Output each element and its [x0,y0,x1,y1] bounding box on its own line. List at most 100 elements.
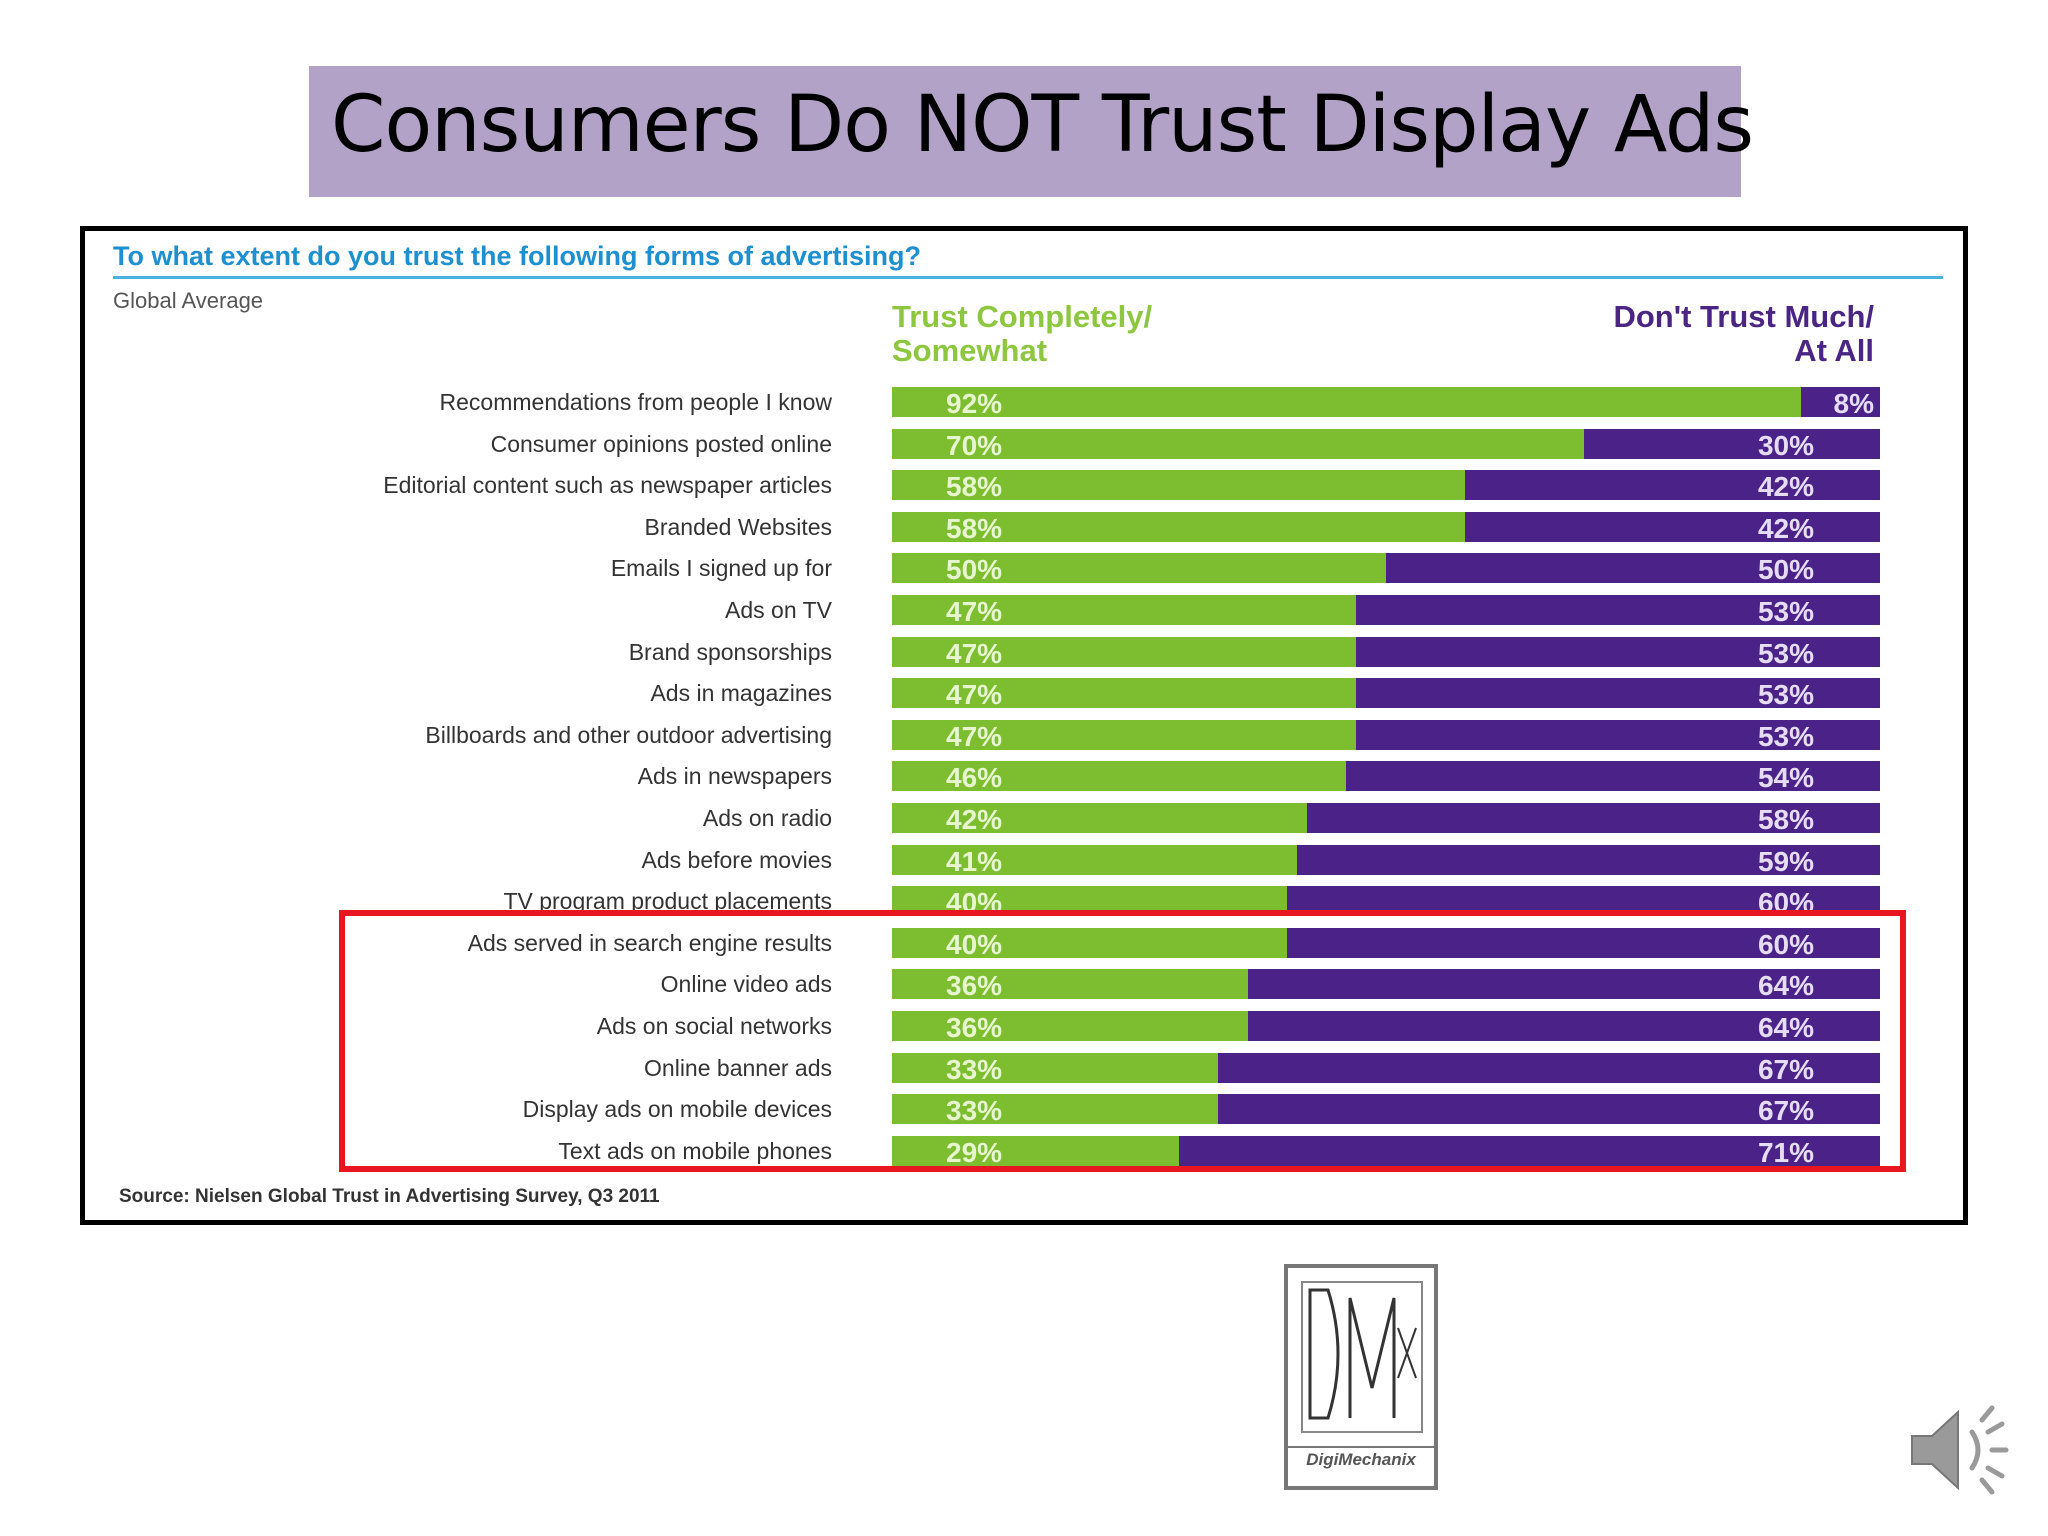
bar-row: Ads on social networks 36% 64% [0,1011,2048,1043]
category-label: Text ads on mobile phones [558,1137,832,1164]
trust-bar [892,803,1307,833]
category-label: Ads on social networks [596,1013,832,1039]
trust-value-label: 41% [946,845,1003,877]
trust-value-label: 58% [946,471,1003,503]
trust-value-label: 47% [946,679,1003,711]
distrust-value-label: 42% [1757,471,1814,503]
trust-bar [892,1052,1219,1083]
trust-bar [892,761,1347,792]
highlight-box [339,910,1906,1172]
distrust-value-label: 53% [1757,679,1814,711]
distrust-value-label: 59% [1757,845,1814,877]
bar-row: Online video ads 36% 64% [0,969,2048,1001]
distrust-value-label: 54% [1757,762,1814,794]
trust-value-label: 47% [946,720,1003,752]
bar-row: Display ads on mobile devices 33% 67% [0,1094,2048,1126]
distrust-bar [1356,678,1880,709]
distrust-header-line2: At All [1794,333,1874,368]
distrust-bar [1800,387,1880,417]
distrust-value-label: 8% [1833,388,1874,419]
distrust-value-label: 30% [1757,429,1814,461]
source-note: Source: Nielsen Global Trust in Advertis… [119,1186,660,1207]
distrust-bar [1287,927,1880,958]
trust-bar [892,719,1357,750]
trust-value-label: 42% [946,804,1003,835]
bar-row: Text ads on mobile phones 29% 71% [0,1135,2048,1168]
category-label: Ads in magazines [650,680,832,707]
trust-bar [892,553,1386,584]
bar-row: Billboards and other outdoor advertising… [0,719,2048,752]
trust-header-line2: Somewhat [892,333,1048,368]
category-label: Display ads on mobile devices [522,1096,832,1123]
slide-title: Consumers Do NOT Trust Display Ads [331,80,1754,170]
trust-bar [892,1094,1219,1125]
bar-row: Consumer opinions posted online 70% 30% [0,428,2048,461]
trust-bar [892,1011,1248,1041]
bar-row: Ads on TV 47% 53% [0,595,2048,627]
category-label: Ads before movies [641,846,832,873]
trust-value-label: 33% [946,1053,1003,1085]
trust-value-label: 36% [946,970,1003,1002]
distrust-series-header: Don't Trust Much/ At All [1613,300,1874,368]
trust-bar [892,470,1466,501]
distrust-value-label: 42% [1757,512,1814,544]
dmx-logo-mark [1301,1281,1423,1433]
category-label: Ads on radio [702,805,832,831]
bar-row: Editorial content such as newspaper arti… [0,470,2048,502]
trust-value-label: 50% [946,554,1003,586]
distrust-value-label: 53% [1757,637,1814,669]
logo-name: DigiMechanix [1288,1446,1434,1470]
trust-bar [892,387,1801,417]
trust-value-label: 46% [946,762,1003,794]
distrust-header-line1: Don't Trust Much/ [1613,299,1874,334]
distrust-bar [1218,1052,1880,1083]
distrust-bar [1465,470,1880,501]
bar-row: Online banner ads 33% 67% [0,1052,2048,1085]
category-label: Ads on TV [725,597,832,623]
trust-bar [892,428,1584,459]
distrust-bar [1247,1011,1880,1041]
distrust-bar [1346,761,1880,792]
trust-value-label: 33% [946,1095,1003,1127]
speaker-icon[interactable] [1906,1402,2016,1498]
bar-row: Ads before movies 41% 59% [0,844,2048,877]
category-label: Editorial content such as newspaper arti… [383,472,832,499]
distrust-value-label: 67% [1757,1095,1814,1127]
trust-bar [892,927,1288,958]
category-label: Emails I signed up for [610,555,832,582]
chart-title: To what extent do you trust the followin… [113,241,922,271]
trust-value-label: 29% [946,1136,1003,1168]
bar-row: Ads in newspapers 46% 54% [0,761,2048,793]
trust-value-label: 58% [946,512,1003,544]
distrust-bar [1218,1094,1880,1125]
digimechanix-logo: DigiMechanix [1284,1264,1438,1490]
trust-value-label: 36% [946,1012,1003,1043]
category-label: Recommendations from people I know [439,389,832,415]
distrust-value-label: 50% [1757,554,1814,586]
bar-row: Recommendations from people I know 92% 8% [0,387,2048,419]
category-label: Consumer opinions posted online [490,430,832,457]
trust-header-line1: Trust Completely/ [892,299,1153,334]
trust-bar [892,511,1466,542]
trust-bar [892,969,1248,1000]
distrust-bar [1247,969,1880,1000]
distrust-value-label: 60% [1757,928,1814,960]
distrust-bar [1297,844,1880,875]
bar-row: Emails I signed up for 50% 50% [0,553,2048,585]
distrust-bar [1356,719,1880,750]
distrust-value-label: 64% [1757,970,1814,1002]
category-label: Ads served in search engine results [467,929,832,956]
chart-subtitle: Global Average [113,288,264,313]
category-label: Ads in newspapers [637,763,832,790]
distrust-bar [1356,636,1880,667]
trust-value-label: 70% [946,429,1003,461]
bar-row: Ads served in search engine results 40% 60… [0,927,2048,960]
distrust-value-label: 58% [1757,804,1814,835]
category-label: TV program product placements [503,888,832,915]
distrust-bar [1306,803,1880,833]
distrust-bar [1356,595,1880,625]
category-label: Billboards and other outdoor advertising [425,721,832,748]
trust-bar [892,844,1298,875]
distrust-bar [1583,428,1880,459]
distrust-bar [1178,1135,1880,1166]
